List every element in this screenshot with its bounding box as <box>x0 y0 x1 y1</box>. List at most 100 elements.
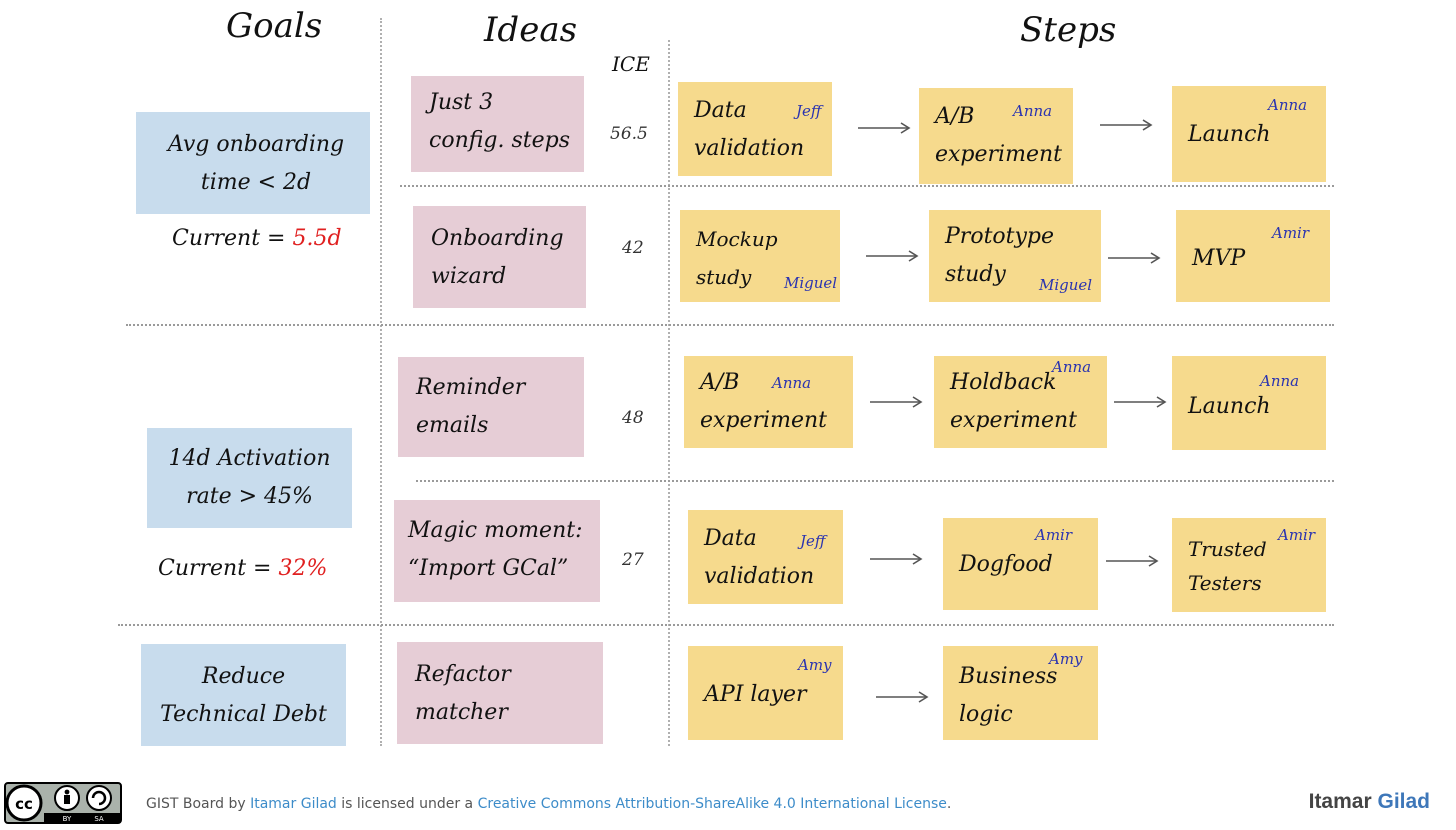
step-sticky-dogfood[interactable]: Dogfood Amir <box>943 518 1098 610</box>
step-owner: Amir <box>1278 526 1316 544</box>
step-text: Trusted Testers <box>1188 537 1267 595</box>
step-owner: Miguel <box>784 274 838 292</box>
goal-sticky-activation-rate[interactable]: 14d Activation rate > 45% <box>147 428 352 528</box>
step-owner: Jeff <box>796 102 822 120</box>
ice-score: 27 <box>622 550 644 570</box>
idea-sticky-reminder-emails[interactable]: Reminder emails <box>398 357 584 457</box>
goal-current-onboarding: Current = 5.5d <box>172 226 342 251</box>
current-value: 5.5d <box>292 226 342 251</box>
divider-goals-ideas <box>380 18 382 746</box>
idea-sticky-magic-moment[interactable]: Magic moment: “Import GCal” <box>394 500 600 602</box>
cc-badge-sa: SA <box>94 815 104 823</box>
step-owner: Anna <box>772 374 812 392</box>
row-divider-1-2 <box>126 324 1334 326</box>
step-sticky-mvp[interactable]: MVP Amir <box>1176 210 1330 302</box>
step-text: Holdback experiment <box>950 370 1077 433</box>
creative-commons-badge-icon[interactable]: cc BY SA <box>4 782 122 824</box>
step-owner: Amy <box>798 656 832 674</box>
idea-text: Reminder emails <box>416 375 526 438</box>
arrow-right-icon <box>866 250 919 262</box>
step-owner: Miguel <box>1039 276 1093 294</box>
idea-divider-2a-2b <box>416 480 1334 482</box>
idea-text: Magic moment: “Import GCal” <box>408 518 583 581</box>
step-owner: Anna <box>1013 102 1053 120</box>
step-text: A/B experiment <box>935 104 1062 167</box>
step-sticky-business-logic[interactable]: Business logic Amy <box>943 646 1098 740</box>
goal-sticky-reduce-tech-debt[interactable]: Reduce Technical Debt <box>141 644 346 746</box>
cc-badge-by: BY <box>63 815 72 823</box>
step-owner: Anna <box>1260 372 1300 390</box>
arrow-right-icon <box>1106 555 1159 567</box>
step-text: Launch <box>1188 122 1271 147</box>
arrow-right-icon <box>876 691 929 703</box>
step-sticky-launch[interactable]: Launch Anna <box>1172 86 1326 182</box>
license-link[interactable]: Creative Commons Attribution-ShareAlike … <box>477 796 947 812</box>
current-label: Current = <box>172 226 293 251</box>
step-sticky-mockup-study[interactable]: Mockup study Miguel <box>680 210 840 302</box>
author-link[interactable]: Itamar Gilad <box>250 796 337 812</box>
goal-text: 14d Activation rate > 45% <box>168 446 331 509</box>
arrow-right-icon <box>1108 252 1161 264</box>
step-text: API layer <box>704 682 807 707</box>
step-sticky-prototype-study[interactable]: Prototype study Miguel <box>929 210 1101 302</box>
step-sticky-api-layer[interactable]: API layer Amy <box>688 646 843 740</box>
step-text: MVP <box>1192 246 1246 271</box>
step-owner: Anna <box>1268 96 1308 114</box>
footer-prefix: GIST Board by <box>146 796 251 812</box>
idea-text: Just 3 config. steps <box>429 90 571 153</box>
footer-middle: is licensed under a <box>336 796 478 812</box>
ice-header: ICE <box>612 52 650 76</box>
step-sticky-holdback-experiment[interactable]: Holdback experiment Anna <box>934 356 1107 448</box>
ice-score: 48 <box>622 408 644 428</box>
step-text: Data validation <box>704 526 815 589</box>
row-divider-2-3 <box>118 624 1334 626</box>
step-text: Prototype study <box>945 224 1055 287</box>
brand-last: Gilad <box>1377 790 1430 813</box>
goal-text: Avg onboarding time < 2d <box>167 132 345 195</box>
idea-divider-1a-1b <box>400 185 1334 187</box>
current-value: 32% <box>278 556 328 581</box>
ideas-header: Ideas <box>484 10 578 50</box>
arrow-right-icon <box>858 122 911 134</box>
step-owner: Amir <box>1035 526 1073 544</box>
step-owner: Anna <box>1052 358 1092 376</box>
cc-badge-cc: cc <box>15 795 33 813</box>
step-sticky-data-validation-2[interactable]: Data validation Jeff <box>688 510 843 604</box>
step-owner: Amy <box>1049 650 1083 668</box>
arrow-right-icon <box>870 553 923 565</box>
arrow-right-icon <box>1114 396 1167 408</box>
step-sticky-trusted-testers[interactable]: Trusted Testers Amir <box>1172 518 1326 612</box>
step-owner: Jeff <box>800 532 826 550</box>
step-text: Business logic <box>959 664 1058 727</box>
step-sticky-ab-experiment[interactable]: A/B experiment Anna <box>919 88 1073 184</box>
step-sticky-launch-2[interactable]: Launch Anna <box>1172 356 1326 450</box>
footer-suffix: . <box>946 796 952 812</box>
goal-text: Reduce Technical Debt <box>160 664 327 727</box>
idea-text: Refactor matcher <box>415 662 511 725</box>
idea-sticky-onboarding-wizard[interactable]: Onboarding wizard <box>413 206 586 308</box>
idea-text: Onboarding wizard <box>431 226 564 289</box>
brand-logo: Itamar Gilad <box>1309 790 1430 814</box>
ice-score: 42 <box>622 238 644 258</box>
idea-sticky-just-3-config-steps[interactable]: Just 3 config. steps <box>411 76 584 172</box>
step-text: Launch <box>1188 394 1271 419</box>
step-text: Data validation <box>694 98 805 161</box>
idea-sticky-refactor-matcher[interactable]: Refactor matcher <box>397 642 603 744</box>
divider-ideas-steps <box>668 40 670 746</box>
ice-score: 56.5 <box>610 124 648 144</box>
step-text: A/B experiment <box>700 370 827 433</box>
steps-header: Steps <box>1020 10 1117 50</box>
step-text: Mockup study <box>696 227 778 289</box>
step-sticky-ab-experiment-2[interactable]: A/B experiment Anna <box>684 356 853 448</box>
current-label: Current = <box>158 556 279 581</box>
license-footer: GIST Board by Itamar Gilad is licensed u… <box>146 796 951 812</box>
arrow-right-icon <box>1100 119 1153 131</box>
goals-header: Goals <box>226 6 323 46</box>
goal-sticky-onboarding-time[interactable]: Avg onboarding time < 2d <box>136 112 370 214</box>
arrow-right-icon <box>870 396 923 408</box>
goal-current-activation: Current = 32% <box>158 556 327 581</box>
step-sticky-data-validation[interactable]: Data validation Jeff <box>678 82 832 176</box>
brand-first: Itamar <box>1308 790 1372 813</box>
step-owner: Amir <box>1272 224 1310 242</box>
step-text: Dogfood <box>959 552 1053 577</box>
